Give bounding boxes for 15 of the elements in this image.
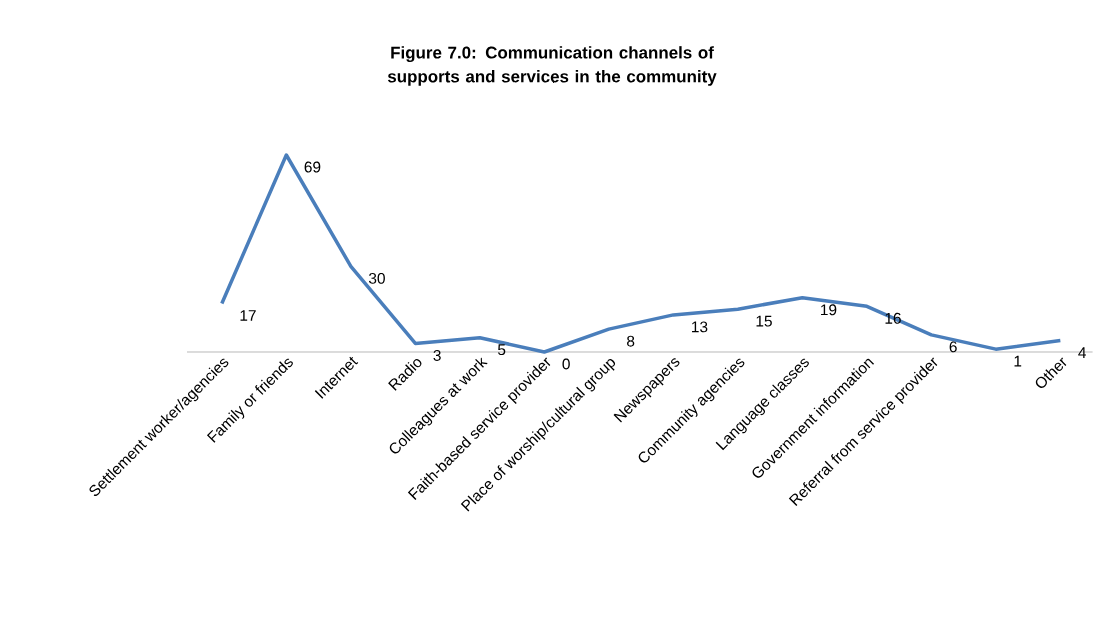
data-label: 1 — [1014, 355, 1022, 367]
data-label: 13 — [692, 321, 708, 333]
chart-title: Figure 7.0: Communication channels of supports and services in the community — [387, 46, 717, 86]
data-label: 0 — [562, 358, 570, 370]
data-label: 8 — [627, 335, 635, 347]
data-label: 17 — [240, 310, 256, 321]
data-label: 19 — [821, 304, 837, 316]
data-label: 16 — [885, 312, 901, 324]
data-label: 5 — [497, 344, 506, 356]
data-label: 15 — [756, 315, 772, 327]
data-label: 3 — [433, 349, 441, 361]
data-label: 6 — [949, 341, 957, 353]
data-label: 4 — [1078, 347, 1087, 358]
data-label: 30 — [368, 272, 385, 284]
data-label: 69 — [304, 161, 321, 173]
